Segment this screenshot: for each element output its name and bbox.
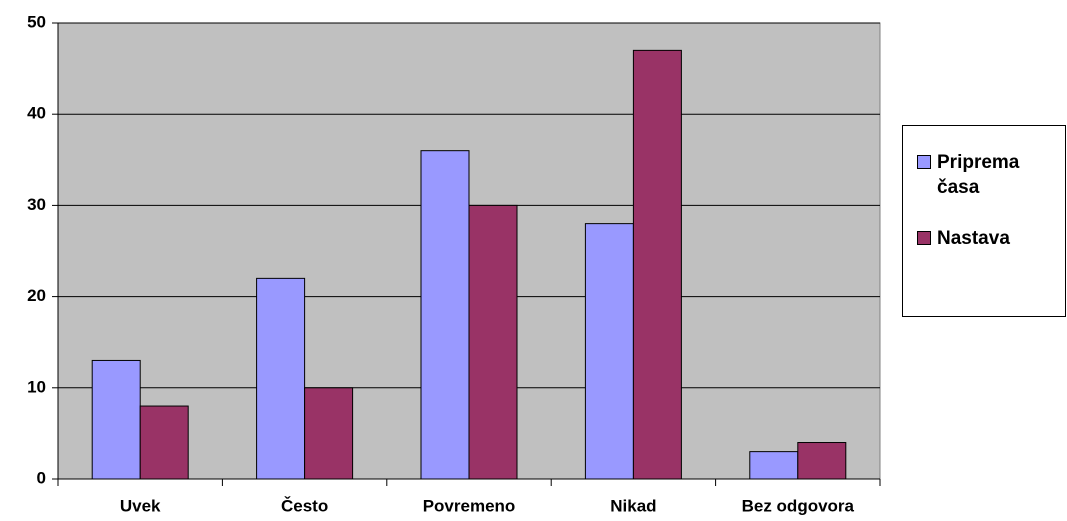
legend-label: Priprema časa [937,152,1020,198]
y-tick-label: 10 [27,377,46,396]
legend-swatch [917,155,931,169]
x-tick-label: Često [281,496,328,515]
legend: Priprema časa Nastava [902,125,1066,317]
bar [420,150,470,480]
legend-swatch [917,231,931,245]
x-tick-label: Povremeno [423,496,516,515]
bar [304,387,354,480]
y-tick-label: 40 [27,104,46,123]
bar [139,405,189,480]
bar [797,442,847,480]
legend-item: Nastava [917,226,1065,251]
x-tick-label: Bez odgovora [742,496,855,515]
bar [632,49,682,480]
bar [91,359,141,480]
y-tick-label: 0 [37,468,46,487]
y-tick-label: 30 [27,195,46,214]
legend-item: Priprema časa [917,150,1065,200]
x-tick-label: Nikad [610,496,656,515]
x-tick-label: Uvek [120,496,161,515]
y-tick-label: 50 [27,12,46,31]
y-tick-label: 20 [27,286,46,305]
bar [256,277,306,480]
bar [584,223,634,480]
legend-label: Nastava [937,228,1010,249]
bar [468,204,518,480]
bar [749,451,799,480]
